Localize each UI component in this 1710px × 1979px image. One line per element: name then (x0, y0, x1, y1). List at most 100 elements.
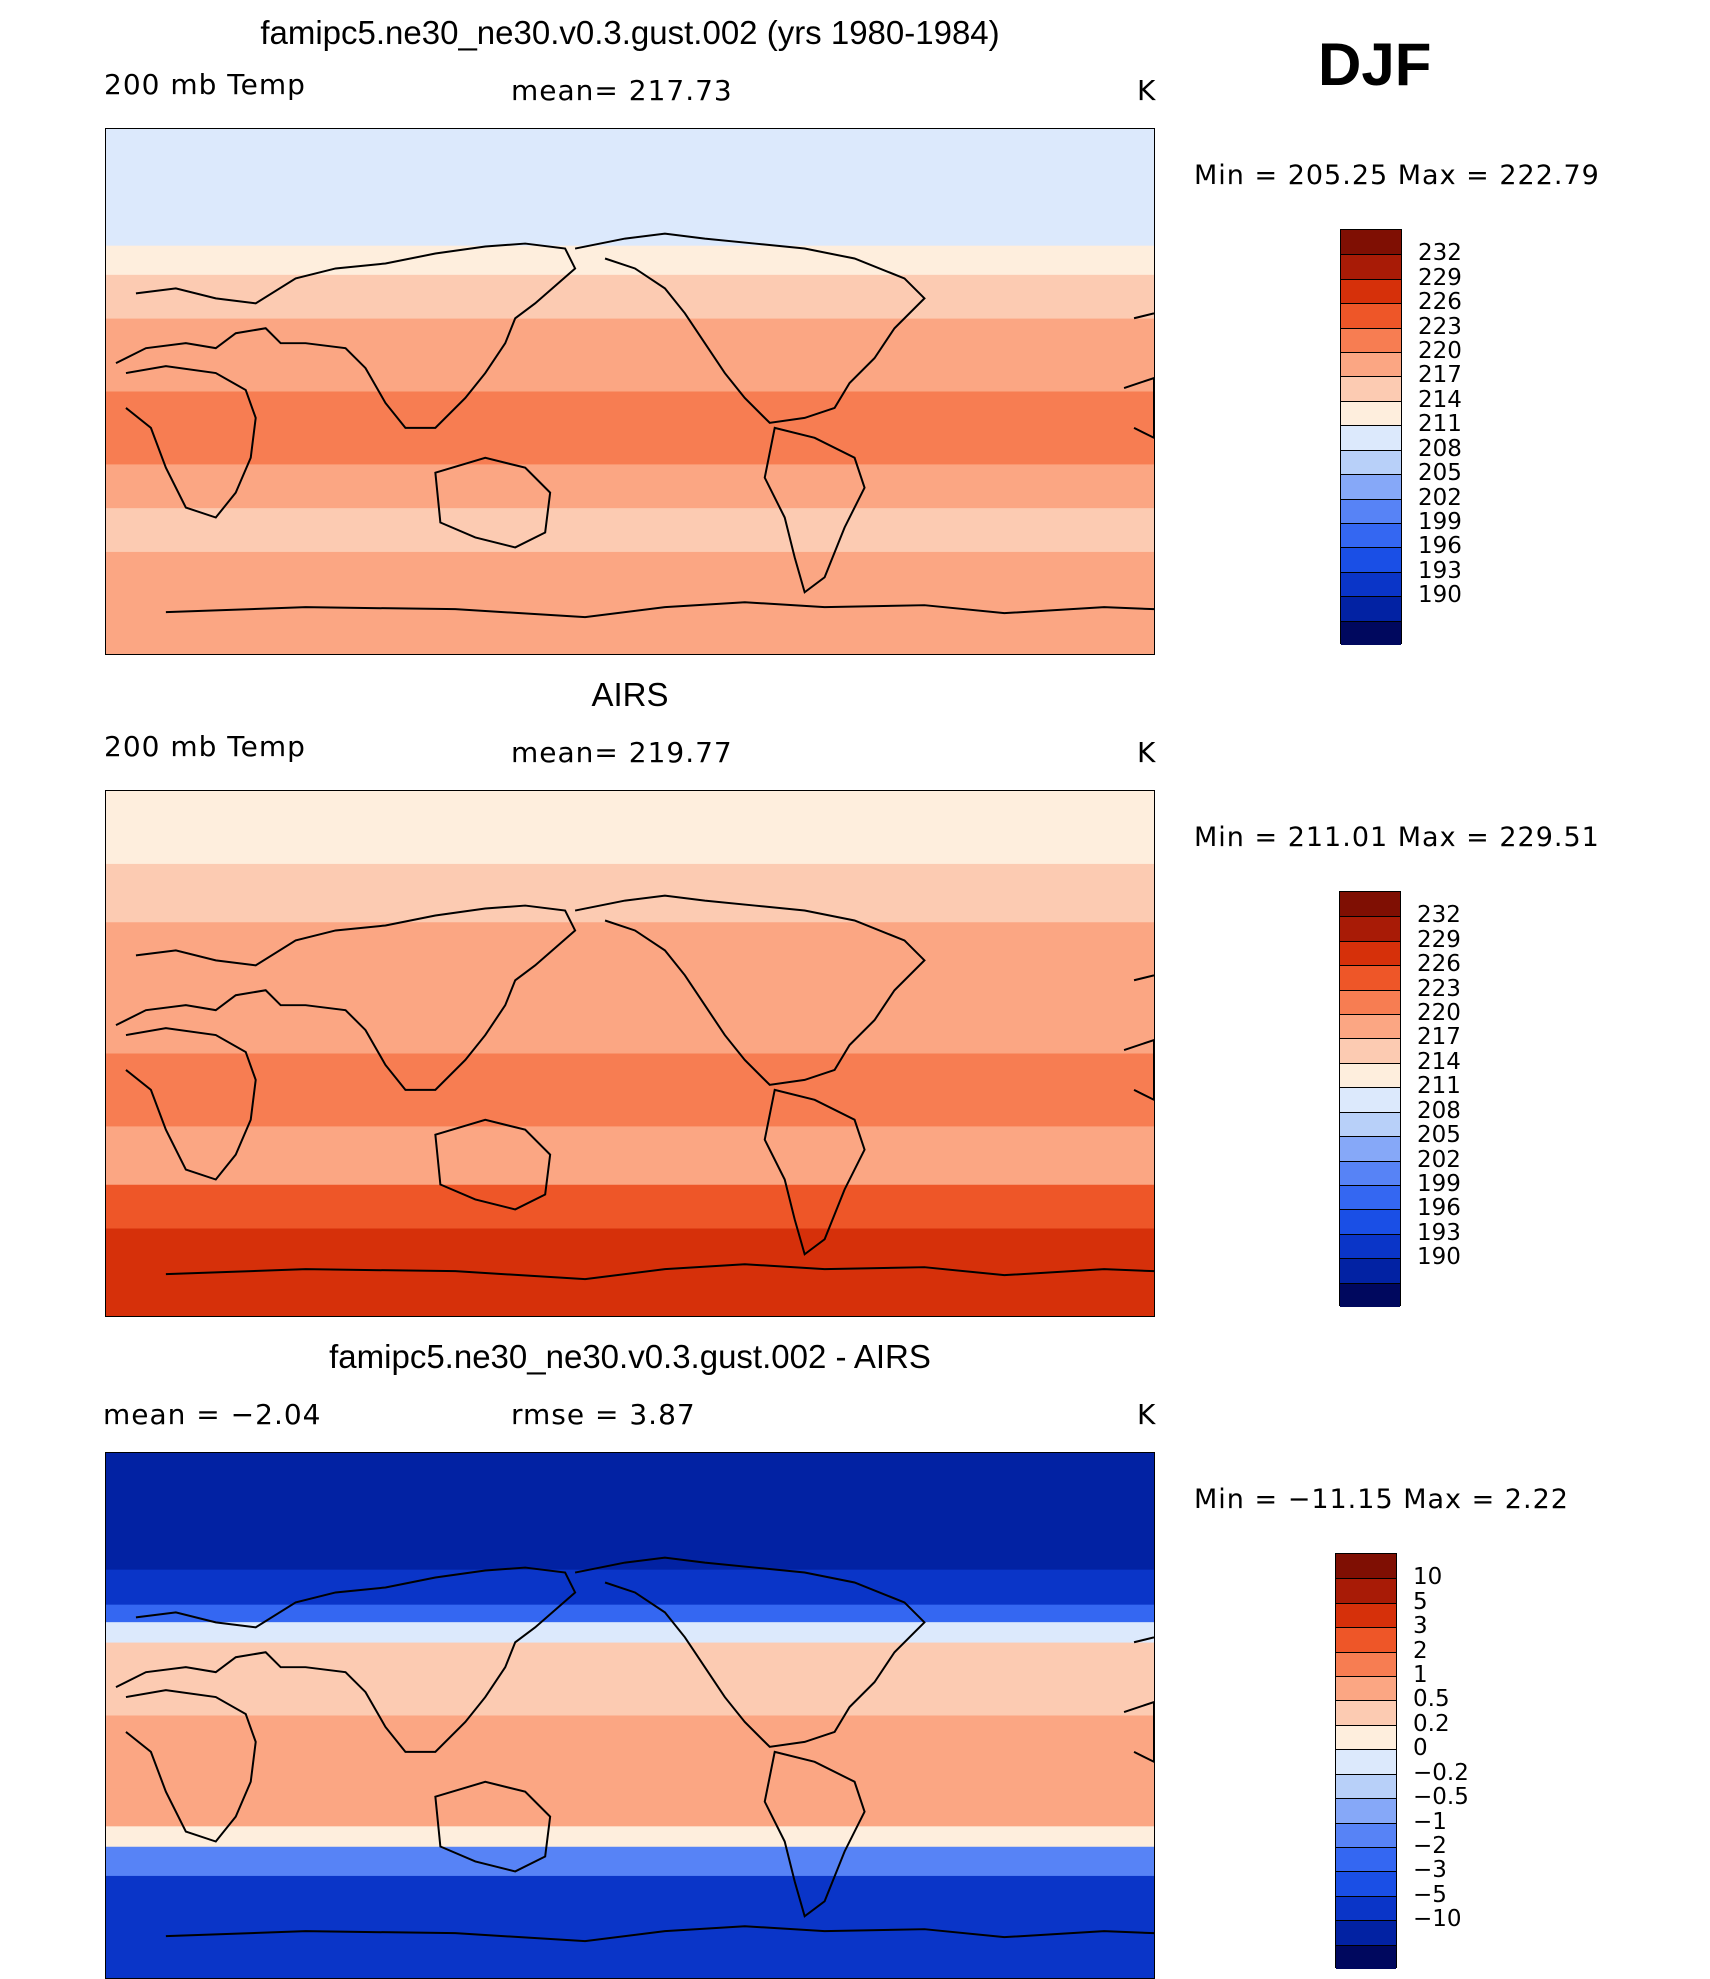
coastline-0 (115, 1566, 577, 1753)
colorbar-cell (1340, 1014, 1400, 1039)
panel-2-mean-label: mean= 219.77 (511, 736, 733, 769)
coastline-4 (763, 1088, 866, 1256)
lat-band--70 (106, 595, 1154, 654)
lat-band-40 (106, 274, 1154, 320)
panel-3-map (105, 1452, 1155, 1979)
colorbar-cell (1341, 278, 1401, 304)
colorbar-tick-label: 223 (1418, 313, 1462, 340)
colorbar-tick-label: 205 (1417, 1122, 1461, 1149)
colorbar-cell (1336, 1676, 1396, 1701)
lat-band--25 (106, 1126, 1154, 1186)
colorbar-tick-label: 0.2 (1413, 1710, 1450, 1737)
lat-band-50 (106, 245, 1154, 276)
coastline-4 (763, 426, 866, 594)
colorbar-tick-label: 220 (1418, 338, 1462, 365)
colorbar-tick-label: 226 (1418, 289, 1462, 316)
colorbar-cell (1336, 1578, 1396, 1604)
colorbar-cell (1336, 1871, 1396, 1897)
lat-band--38 (106, 1826, 1154, 1848)
panel-1-units-label: K (1137, 74, 1157, 107)
coastline-3 (574, 232, 926, 424)
colorbar-tick-label: 193 (1418, 557, 1462, 584)
colorbar-tick-label: −10 (1413, 1906, 1462, 1933)
colorbar-tick-label: 196 (1417, 1195, 1461, 1222)
coastline-6 (1123, 312, 1154, 439)
panel-3-colorbar (1335, 1553, 1397, 1970)
colorbar-cell (1341, 303, 1401, 329)
colorbar-cell (1336, 1749, 1396, 1775)
colorbar-cell (1336, 1724, 1396, 1750)
colorbar-tick-label: 229 (1418, 264, 1462, 291)
coastline-1 (125, 365, 257, 519)
colorbar-tick-label: 232 (1418, 240, 1462, 267)
colorbar-cell (1336, 1627, 1396, 1653)
colorbar-cell (1341, 474, 1401, 500)
colorbar-cell (1340, 1087, 1400, 1113)
colorbar-cell (1341, 498, 1401, 524)
colorbar-cell (1341, 254, 1401, 280)
lat-band--60 (106, 1228, 1154, 1273)
colorbar-cell (1336, 1944, 1396, 1970)
colorbar-tick-label: 232 (1417, 902, 1461, 929)
colorbar-cell (1340, 1160, 1400, 1186)
panel-1-title: famipc5.ne30_ne30.v0.3.gust.002 (yrs 198… (260, 14, 1000, 51)
coastline-6 (1123, 974, 1154, 1101)
lat-band-65 (106, 201, 1154, 247)
colorbar-tick-label: 5 (1413, 1588, 1428, 1615)
panel-3-title: famipc5.ne30_ne30.v0.3.gust.002 - AIRS (329, 1338, 931, 1375)
colorbar-tick-label: 196 (1418, 533, 1462, 560)
colorbar-tick-label: 220 (1417, 1000, 1461, 1027)
panel-2-units-label: K (1137, 736, 1157, 769)
colorbar-cell (1341, 596, 1401, 622)
colorbar-cell (1340, 1111, 1400, 1137)
colorbar-cell (1336, 1554, 1396, 1579)
colorbar-cell (1341, 620, 1401, 646)
colorbar-cell (1340, 892, 1400, 917)
panel-1-variable-label: 200 mb Temp (104, 68, 306, 101)
panel-1-colorbar (1340, 229, 1402, 646)
coastline-4 (763, 1750, 866, 1918)
coastline-1 (125, 1027, 257, 1181)
colorbar-cell (1336, 1895, 1396, 1921)
panel-3-rmse-label: rmse = 3.87 (511, 1398, 696, 1431)
colorbar-cell (1340, 1062, 1400, 1088)
lat-band--25 (106, 1788, 1154, 1827)
coastline-2 (434, 1780, 552, 1873)
colorbar-tick-label: 0 (1413, 1735, 1428, 1762)
panel-2-map (105, 790, 1155, 1317)
colorbar-tick-label: 199 (1417, 1170, 1461, 1197)
coastline-0 (115, 904, 577, 1091)
panel-3-units-label: K (1137, 1398, 1157, 1431)
colorbar-tick-label: 217 (1417, 1024, 1461, 1051)
lat-band-90 (106, 129, 1154, 203)
colorbar-tick-label: 211 (1417, 1073, 1461, 1100)
colorbar-tick-label: −1 (1413, 1808, 1447, 1835)
coastline-2 (434, 456, 552, 549)
colorbar-tick-label: −5 (1413, 1881, 1447, 1908)
colorbar-tick-label: 2 (1413, 1637, 1428, 1664)
panel-2-minmax: Min = 211.01 Max = 229.51 (1194, 822, 1600, 853)
panel-1-minmax: Min = 205.25 Max = 222.79 (1194, 160, 1600, 191)
lat-band--40 (106, 508, 1154, 553)
coastline-1 (125, 1689, 257, 1843)
lat-band-90 (106, 1453, 1154, 1571)
colorbar-tick-label: −0.2 (1413, 1759, 1469, 1786)
colorbar-tick-label: 214 (1417, 1048, 1461, 1075)
colorbar-cell (1341, 571, 1401, 597)
lat-band-25 (106, 1642, 1154, 1716)
lat-band-25 (106, 318, 1154, 392)
panel-1-mean-label: mean= 217.73 (511, 74, 733, 107)
colorbar-cell (1341, 449, 1401, 475)
colorbar-cell (1336, 1651, 1396, 1677)
colorbar-cell (1341, 547, 1401, 573)
panel-1-map (105, 128, 1155, 655)
coastline-6 (1123, 1636, 1154, 1763)
colorbar-tick-label: 0.5 (1413, 1686, 1450, 1713)
lat-band--55 (106, 551, 1154, 597)
coastline-5 (165, 1263, 1154, 1281)
colorbar-cell (1336, 1700, 1396, 1726)
colorbar-tick-label: 1 (1413, 1662, 1428, 1689)
panel-2-variable-label: 200 mb Temp (104, 730, 306, 763)
colorbar-tick-label: 208 (1417, 1097, 1461, 1124)
colorbar-tick-label: 3 (1413, 1613, 1428, 1640)
